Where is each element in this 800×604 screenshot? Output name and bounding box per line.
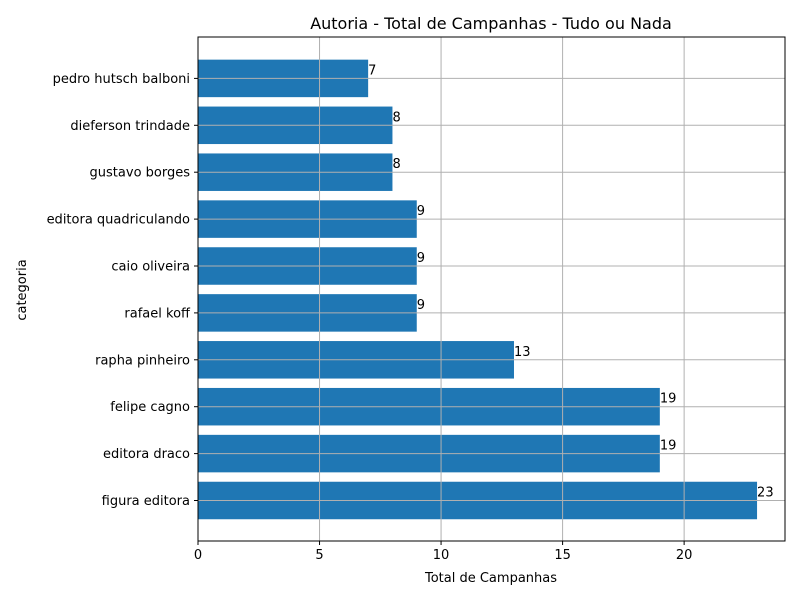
data-label: 9	[417, 204, 425, 219]
y-tick-label: dieferson trindade	[70, 119, 190, 134]
data-label: 7	[368, 63, 376, 78]
y-tick-label: rapha pinheiro	[95, 353, 190, 368]
axes-frame	[197, 36, 786, 542]
y-tick-label: felipe cagno	[110, 400, 190, 415]
x-tick-label: 10	[433, 548, 450, 563]
x-tick-label: 5	[315, 548, 323, 563]
x-tick-label: 15	[554, 548, 571, 563]
data-label: 19	[660, 392, 677, 407]
plot-area: 0 5 10 15 20 figura editora editora draco felip…	[47, 36, 786, 563]
data-label: 8	[392, 110, 400, 125]
x-tick-label: 20	[676, 548, 693, 563]
x-tick-label: 0	[194, 548, 202, 563]
chart-title: Autoria - Total de Campanhas - Tudo ou N…	[310, 14, 672, 33]
data-label: 9	[417, 251, 425, 266]
data-label: 13	[514, 345, 531, 360]
data-label: 8	[392, 157, 400, 172]
y-tick-label: caio oliveira	[111, 260, 190, 275]
y-tick-label: rafael koff	[124, 306, 191, 321]
data-label: 19	[660, 439, 677, 454]
x-axis-label: Total de Campanhas	[424, 571, 557, 586]
data-label: 9	[417, 298, 425, 313]
y-tick-label: gustavo borges	[90, 166, 191, 181]
y-tick-label: editora quadriculando	[47, 213, 190, 228]
y-axis-label: categoria	[15, 259, 30, 320]
y-tick-label: figura editora	[102, 494, 190, 509]
y-tick-label: pedro hutsch balboni	[53, 72, 190, 87]
y-tick-label: editora draco	[103, 447, 190, 462]
data-label: 23	[757, 486, 774, 501]
